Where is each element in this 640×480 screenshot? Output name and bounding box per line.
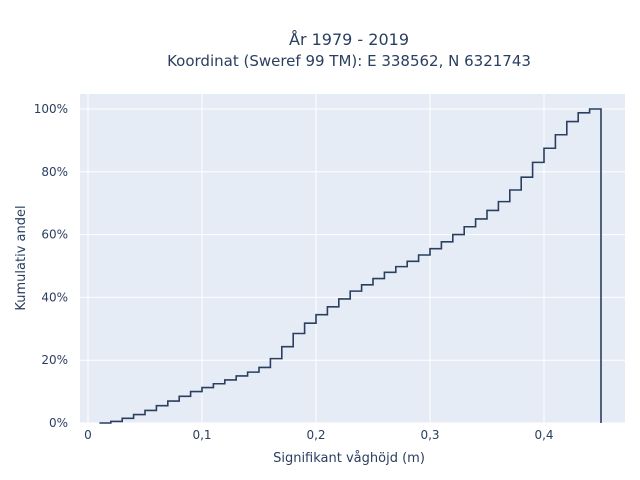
cdf-step-line <box>99 108 602 424</box>
y-tick-labels: 0% 20% 40% 60% 80% 100% <box>34 102 68 430</box>
x-tick-label: 0,4 <box>534 428 553 442</box>
y-tick-label: 80% <box>41 165 68 179</box>
y-grid <box>80 108 625 424</box>
plot-area <box>80 94 625 423</box>
series-layer <box>99 108 602 424</box>
y-tick-label: 100% <box>34 102 68 116</box>
y-tick-label: 60% <box>41 228 68 242</box>
y-axis-label: Kumulativ andel <box>14 205 29 310</box>
y-tick-label: 0% <box>49 416 68 430</box>
x-tick-label: 0 <box>84 428 92 442</box>
x-tick-label: 0,3 <box>420 428 439 442</box>
chart-title-line2: Koordinat (Sweref 99 TM): E 338562, N 63… <box>167 52 531 70</box>
x-axis-label: Signifikant våghöjd (m) <box>273 451 425 466</box>
chart-title-line1: År 1979 - 2019 <box>289 30 409 49</box>
x-tick-label: 0,1 <box>192 428 211 442</box>
x-tick-label: 0,2 <box>306 428 325 442</box>
y-tick-label: 40% <box>41 290 68 304</box>
y-tick-label: 20% <box>41 353 68 367</box>
x-tick-labels: 0 0,1 0,2 0,3 0,4 <box>84 428 553 442</box>
